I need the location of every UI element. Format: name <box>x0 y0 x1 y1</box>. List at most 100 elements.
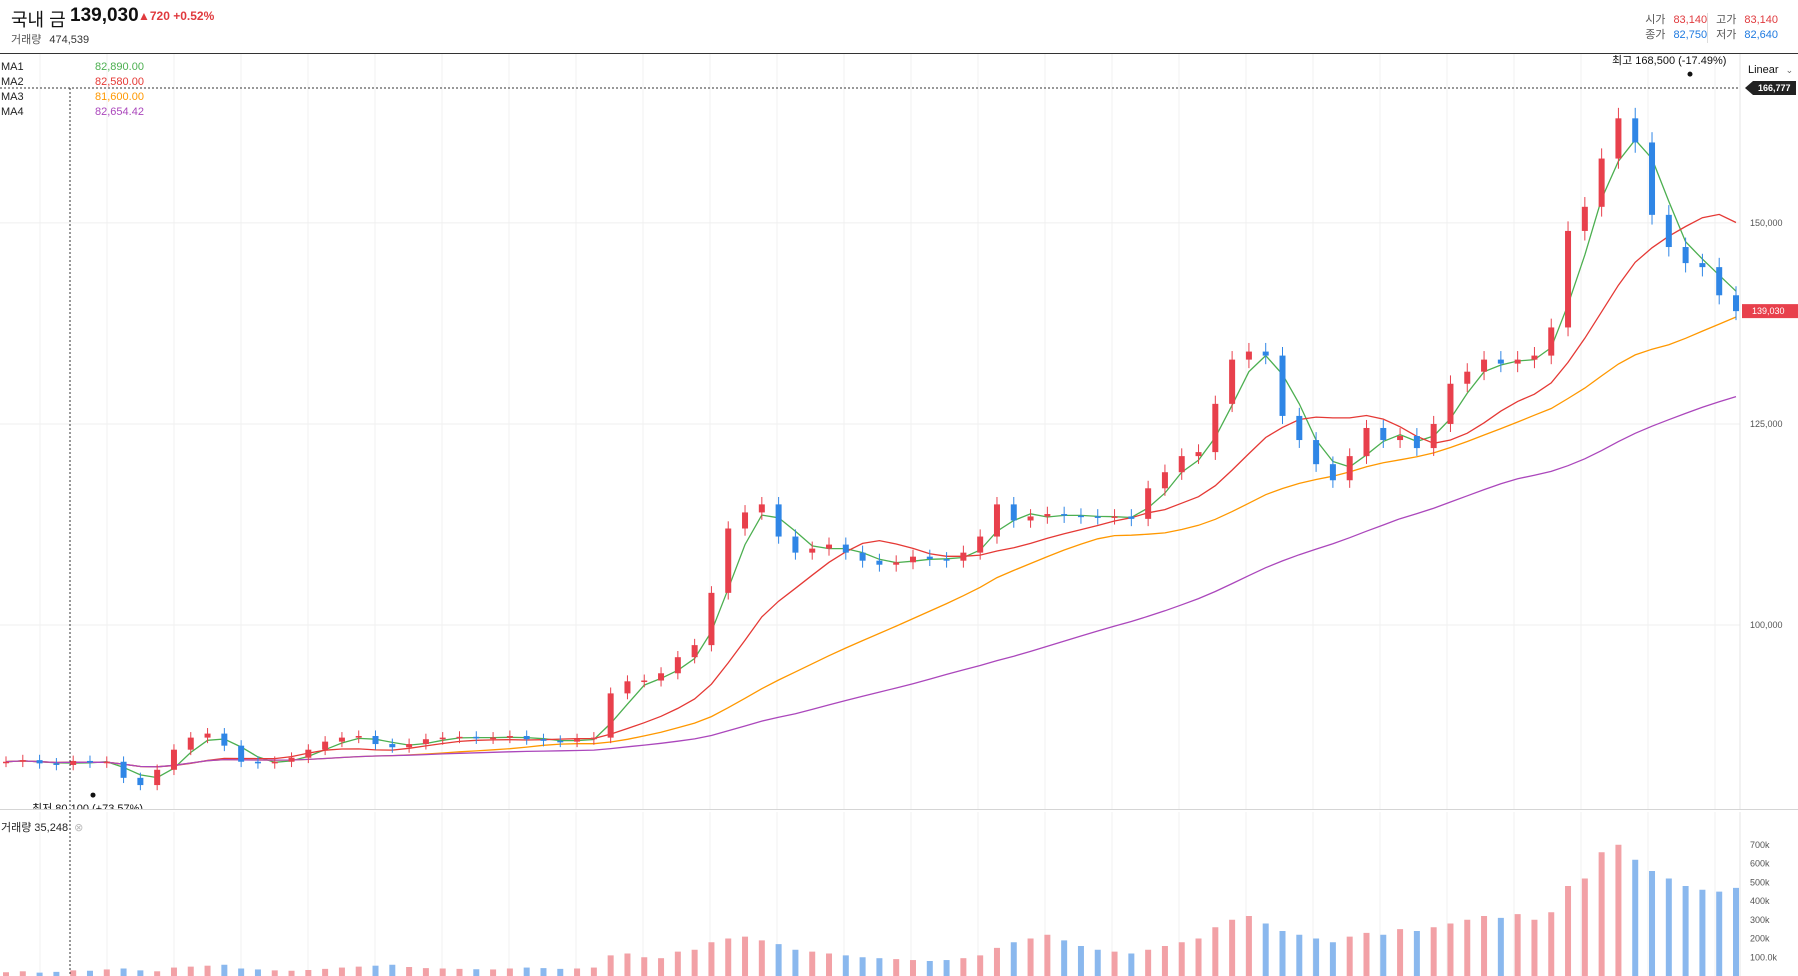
candle-body <box>540 739 547 741</box>
scale-toggle-button[interactable]: Linear ⌄ <box>1748 64 1793 76</box>
volume-bar <box>1363 932 1370 976</box>
volume-bar <box>1077 946 1084 976</box>
volume-bar <box>876 958 883 976</box>
volume-bar <box>1413 931 1420 976</box>
candle-body <box>1329 464 1336 481</box>
open-value: 83,140 <box>1673 14 1708 26</box>
candle-body <box>1649 142 1656 215</box>
volume-bar <box>1329 942 1336 976</box>
candle-body <box>607 693 614 738</box>
volume-bar <box>977 955 984 976</box>
close-label: 종가 <box>1645 29 1666 41</box>
volume-tick-label: 200k <box>1750 934 1770 944</box>
volume-bar <box>137 970 144 976</box>
candle-body <box>3 761 9 764</box>
candle-body <box>993 504 1000 537</box>
candle-body <box>389 744 396 748</box>
volume-bar <box>103 969 110 976</box>
candle-body <box>288 757 295 762</box>
volume-bar <box>574 968 581 976</box>
volume-bar <box>170 967 177 976</box>
candle-body <box>708 592 715 646</box>
candle-body <box>1094 516 1101 518</box>
volume-bar <box>422 968 429 976</box>
volume-bar <box>473 969 480 976</box>
volume-value: 474,539 <box>49 34 90 46</box>
volume-bar <box>540 968 547 976</box>
volume-bar <box>1044 934 1051 976</box>
candle-body <box>590 737 597 740</box>
high-value: 83,140 <box>1744 14 1778 26</box>
candle-body <box>826 544 833 549</box>
candle-body <box>187 737 194 750</box>
volume-bar <box>439 968 446 976</box>
high-label: 고가 <box>1707 13 1737 28</box>
volume-bar <box>254 969 261 976</box>
candle-body <box>338 737 345 742</box>
volume-bar <box>1733 887 1739 976</box>
candle-body <box>271 761 278 764</box>
chart-header: 국내 금 139,030 ▲720 +0.52% 거래량 474,539 시가 8… <box>0 0 1798 54</box>
volume-bar <box>36 972 43 976</box>
candle-body <box>1027 516 1034 521</box>
volume-bar <box>221 964 228 976</box>
low-marker <box>90 792 96 798</box>
close-value: 82,750 <box>1673 29 1708 41</box>
volume-bar <box>288 970 295 976</box>
candle-body <box>1077 515 1084 518</box>
ma-name: MA2 <box>1 76 24 88</box>
candle-body <box>86 760 93 763</box>
candle-body <box>1178 456 1185 473</box>
candle-body <box>523 736 530 740</box>
candle-body <box>355 736 362 738</box>
candle-body <box>1111 516 1118 518</box>
candle-body <box>1632 118 1639 143</box>
volume-bar <box>456 968 463 976</box>
volume-bar <box>725 938 732 976</box>
volume-bar <box>1649 871 1656 976</box>
volume-bar <box>1397 929 1404 976</box>
candle-body <box>1380 427 1387 441</box>
candle-body <box>742 512 749 529</box>
low-label: 저가 <box>1707 28 1737 43</box>
candle-body <box>221 733 228 746</box>
volume-bar <box>1279 931 1286 976</box>
candle-body <box>103 761 110 764</box>
volume-label: 거래량 <box>11 34 42 46</box>
candle-body <box>1464 371 1471 384</box>
candle-body <box>876 560 883 565</box>
volume-bar <box>641 957 648 976</box>
volume-bar <box>1094 949 1101 976</box>
candle-body <box>372 736 379 745</box>
candle-body <box>1447 383 1454 424</box>
volume-bar <box>204 965 211 976</box>
candle-body <box>1245 351 1252 360</box>
volume-bar <box>338 967 345 976</box>
candle-body <box>641 680 648 683</box>
price-change: ▲720 +0.52% <box>138 9 215 23</box>
candle-body <box>1145 488 1152 519</box>
volume-bar <box>1682 886 1689 976</box>
candle-body <box>792 536 799 553</box>
candle-body <box>1212 403 1219 453</box>
price-chart[interactable]: 100,000 125,000 150,000 166,777 139,030 최고 16… <box>0 54 1798 810</box>
volume-summary: 거래량 474,539 <box>11 31 89 47</box>
low-annotation: 최저 80,100 (+73.57%) <box>32 802 143 810</box>
volume-tick-label: 300k <box>1750 915 1770 925</box>
close-icon[interactable]: ⊗ <box>74 822 84 834</box>
volume-bar <box>893 959 900 976</box>
volume-tick-label: 100.0k <box>1750 952 1778 962</box>
volume-bar <box>1531 919 1538 976</box>
high-annotation: 최고 168,500 (-17.49%) <box>1612 54 1726 67</box>
ma-name: MA4 <box>1 106 24 118</box>
candle-body <box>1531 355 1538 360</box>
volume-tick-label: 700k <box>1750 840 1770 850</box>
volume-bar <box>154 971 161 976</box>
volume-bar <box>1128 953 1135 976</box>
volume-bar <box>70 970 77 976</box>
volume-chart[interactable]: 700k 600k 500k 400k 300k 200k 100.0k <box>0 812 1798 976</box>
volume-bar <box>1497 917 1504 976</box>
volume-bar <box>490 969 497 976</box>
volume-pane-label: 거래량 35,248 <box>1 822 69 834</box>
candle-body <box>1682 247 1689 264</box>
